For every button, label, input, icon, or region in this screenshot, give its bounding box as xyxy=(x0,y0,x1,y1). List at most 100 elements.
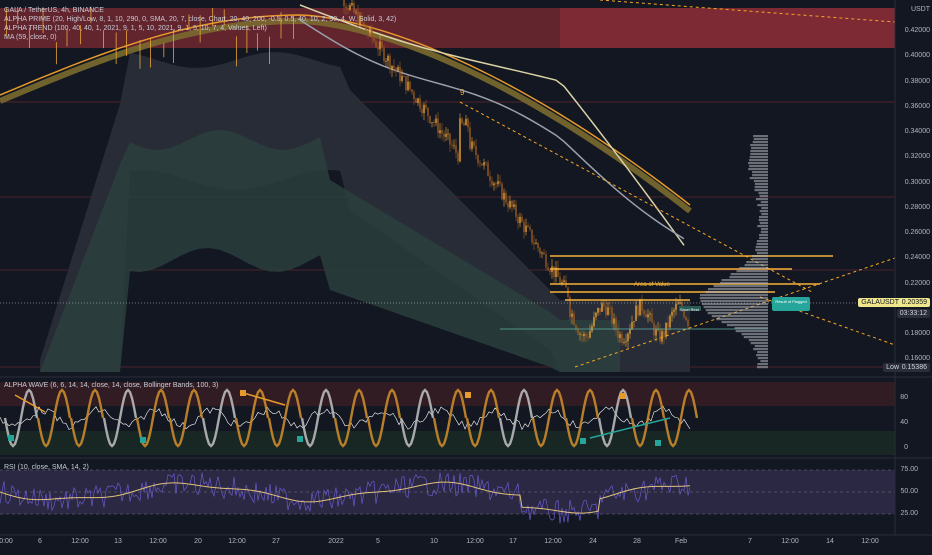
time-tick-label: 24 xyxy=(589,538,597,545)
legend-alpha-trend[interactable]: ALPHA TREND (100, 40, 40, 1, 2021, 9, 1,… xyxy=(4,25,267,32)
candle-body xyxy=(477,155,479,164)
candle-body xyxy=(385,61,387,62)
candle-body xyxy=(501,183,503,200)
wave-signal-line xyxy=(0,405,691,431)
candle-body xyxy=(585,333,587,337)
candle-body xyxy=(503,192,505,200)
green-callout-label: Result of Flagged xyxy=(775,299,807,304)
rsi-tick-label: 75.00 xyxy=(900,466,918,473)
candle-body xyxy=(381,41,383,48)
wave-buy-marker-3 xyxy=(580,438,586,444)
volume-bar xyxy=(726,324,768,327)
alpha-wave-title[interactable]: ALPHA WAVE (6, 6, 14, 14, close, 14, clo… xyxy=(4,382,219,389)
candle-body xyxy=(545,254,547,268)
current-symbol-tag: GALAUSDT xyxy=(858,298,902,307)
wave-oscillator-segment xyxy=(300,388,336,448)
candle-body xyxy=(537,242,539,249)
volume-bar xyxy=(761,213,768,216)
candle-body xyxy=(363,22,365,25)
candle-body xyxy=(645,313,647,318)
candle-body xyxy=(533,242,535,244)
time-tick-label: 12:00 xyxy=(861,538,879,545)
bar-countdown: 03:33:12 xyxy=(896,309,930,318)
alpha-wave-tick-label: 80 xyxy=(900,394,908,401)
candle-body xyxy=(571,313,573,317)
volume-bar xyxy=(700,294,768,297)
candle-body xyxy=(447,133,449,135)
candle-body xyxy=(469,127,471,149)
candle-body xyxy=(541,252,543,254)
volume-bar xyxy=(756,354,768,357)
time-tick-label: 0:00 xyxy=(0,538,13,545)
candle-body xyxy=(621,334,623,343)
candle-body xyxy=(511,200,513,208)
candle-body xyxy=(651,313,653,323)
volume-bar xyxy=(700,300,768,303)
price-axis-unit: USDT xyxy=(910,6,930,13)
wave-oscillator-segment xyxy=(366,388,402,448)
volume-bar xyxy=(752,171,768,174)
candle-body xyxy=(513,204,515,208)
candle-body xyxy=(465,118,467,126)
candle-body xyxy=(489,176,491,181)
short-rest-label: Short Rest xyxy=(680,307,699,312)
candle-body xyxy=(687,320,689,327)
candle-body xyxy=(573,313,575,326)
time-tick-label: 5 xyxy=(376,538,380,545)
volume-bar xyxy=(748,162,768,165)
candle-body xyxy=(683,308,685,318)
ma-200-line xyxy=(0,14,691,206)
volume-bar xyxy=(751,147,768,150)
wave-sell-marker-1 xyxy=(465,392,471,398)
candle-body xyxy=(373,37,375,42)
candle-body xyxy=(517,216,519,224)
green-callout xyxy=(772,297,810,311)
rsi-title[interactable]: RSI (10, close, SMA, 14, 2) xyxy=(4,464,89,471)
wave-oscillator-segment xyxy=(498,388,534,448)
candle-body xyxy=(467,118,469,128)
candle-body xyxy=(431,122,433,124)
legend-symbol[interactable]: GALA / TetherUS, 4h, BINANCE xyxy=(4,7,104,14)
volume-bar xyxy=(760,201,768,204)
volume-bar xyxy=(756,252,768,255)
candle-body xyxy=(675,304,677,310)
candle-body xyxy=(359,15,361,26)
candle-body xyxy=(643,310,645,314)
wave-oscillator-segment xyxy=(465,388,501,448)
wave-oscillator-segment xyxy=(531,388,567,448)
candle-body xyxy=(439,130,441,134)
candle-body xyxy=(405,76,407,91)
candle-body xyxy=(353,3,355,13)
volume-bar xyxy=(739,267,768,270)
candle-body xyxy=(395,68,397,71)
candle-body xyxy=(415,98,417,104)
wave-buy-marker-2 xyxy=(297,436,303,442)
volume-bar xyxy=(753,348,768,351)
volume-bar xyxy=(759,210,768,213)
legend-ma[interactable]: MA (59, close, 0) xyxy=(4,34,57,41)
volume-bar xyxy=(757,351,768,354)
time-tick-label: 28 xyxy=(633,538,641,545)
trendline-0 xyxy=(459,101,813,293)
candle-body xyxy=(427,107,429,116)
candle-body xyxy=(665,322,667,337)
price-tick-label: 0.34000 xyxy=(904,128,930,136)
legend-alpha-prime[interactable]: ALPHA PRIME (20, High/Low, 8, 1, 10, 290… xyxy=(4,16,397,23)
candle-body xyxy=(417,98,419,104)
time-tick-label: Feb xyxy=(674,538,688,545)
volume-bar xyxy=(755,249,768,252)
volume-bar xyxy=(758,219,768,222)
volume-bar xyxy=(703,306,768,309)
time-tick-label: 12:00 xyxy=(781,538,799,545)
candle-body xyxy=(509,200,511,208)
candle-body xyxy=(421,108,423,114)
wave-divergence-line-2 xyxy=(589,417,671,439)
wave-oscillator-segment xyxy=(267,388,303,448)
candle-body xyxy=(539,248,541,254)
candle-body xyxy=(383,47,385,62)
candle-body xyxy=(507,202,509,208)
volume-bar xyxy=(760,360,768,363)
candle-body xyxy=(639,298,641,316)
